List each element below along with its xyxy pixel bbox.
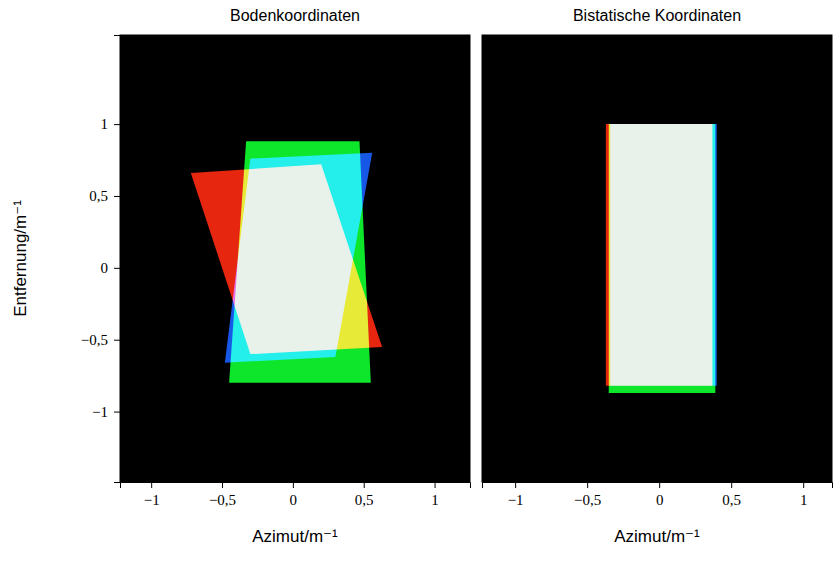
plot-area (482, 35, 832, 482)
tick-mark (114, 124, 120, 125)
x-axis: −1 −0,5 0 0,5 1 (483, 482, 833, 508)
plot-frame (120, 35, 470, 482)
tick-mark (114, 340, 120, 341)
tick: 1 (800, 482, 808, 508)
tick-mark (364, 482, 365, 488)
tick: 0 (290, 482, 298, 508)
tick: 0,5 (722, 482, 741, 508)
tick: 1 (431, 482, 439, 508)
figure: −1 −0,5 0 0,5 1 −1 −0,5 0 0,5 1 Bodenkoordinaten Az… (0, 0, 840, 574)
panel: −1 −0,5 0 0,5 1 −1 −0,5 0 0,5 1 Bodenkoordinaten Az… (11, 7, 471, 546)
tick-mark (587, 482, 588, 488)
tick-label: 0 (290, 492, 298, 508)
tick: −0,5 (574, 482, 601, 508)
tick-mark (114, 196, 120, 197)
tick-label: −1 (144, 492, 160, 508)
panel-title: Bodenkoordinaten (230, 7, 360, 24)
tick-label: 1 (800, 492, 808, 508)
tick-label: −1 (92, 404, 108, 420)
tick: 1 (101, 116, 121, 132)
y-axis-line (114, 36, 121, 483)
tick-mark (435, 482, 436, 488)
tick: −1 (144, 482, 160, 508)
plot-area (120, 35, 470, 482)
tick-mark (803, 482, 804, 488)
tick: 0 (656, 482, 664, 508)
tick-label: 0,5 (355, 492, 374, 508)
tick: −1 (92, 404, 120, 420)
tick: −0,5 (81, 332, 120, 348)
tick-label: −0,5 (81, 332, 108, 348)
tick-mark (114, 268, 120, 269)
tick-label: 0,5 (722, 492, 741, 508)
tick-label: −0,5 (209, 492, 236, 508)
region (610, 124, 717, 386)
tick-label: 0 (656, 492, 664, 508)
plot-frame (482, 35, 832, 482)
tick-label: 0,5 (89, 188, 108, 204)
tick-label: 1 (431, 492, 439, 508)
y-axis: −1 −0,5 0 0,5 1 (81, 36, 121, 483)
tick: −1 (508, 482, 524, 508)
tick-mark (515, 482, 516, 488)
tick-label: −0,5 (574, 492, 601, 508)
tick-mark (114, 412, 120, 413)
tick-mark (151, 482, 152, 488)
tick-mark (222, 482, 223, 488)
y-axis-title: Entfernung/m⁻¹ (11, 200, 30, 317)
x-axis-title: Azimut/m⁻¹ (614, 527, 700, 546)
region (225, 153, 372, 363)
tick: 0,5 (89, 188, 120, 204)
x-axis-line (483, 483, 833, 489)
tick-label: 1 (101, 116, 109, 132)
x-axis-title: Azimut/m⁻¹ (252, 527, 338, 546)
tick-mark (659, 482, 660, 488)
x-axis-line (121, 483, 471, 489)
panel-title: Bistatische Koordinaten (573, 7, 741, 24)
tick: 0,5 (355, 482, 374, 508)
plot-background (482, 35, 832, 482)
tick-mark (293, 482, 294, 488)
tick: 0 (101, 260, 121, 276)
tick: −0,5 (209, 482, 236, 508)
tick-label: −1 (508, 492, 524, 508)
tick-label: 0 (101, 260, 109, 276)
tick-mark (731, 482, 732, 488)
x-axis: −1 −0,5 0 0,5 1 (121, 482, 471, 508)
plot-background (120, 35, 470, 482)
panel: −1 −0,5 0 0,5 1 Bistatische Koordinaten Azimut… (482, 7, 833, 546)
